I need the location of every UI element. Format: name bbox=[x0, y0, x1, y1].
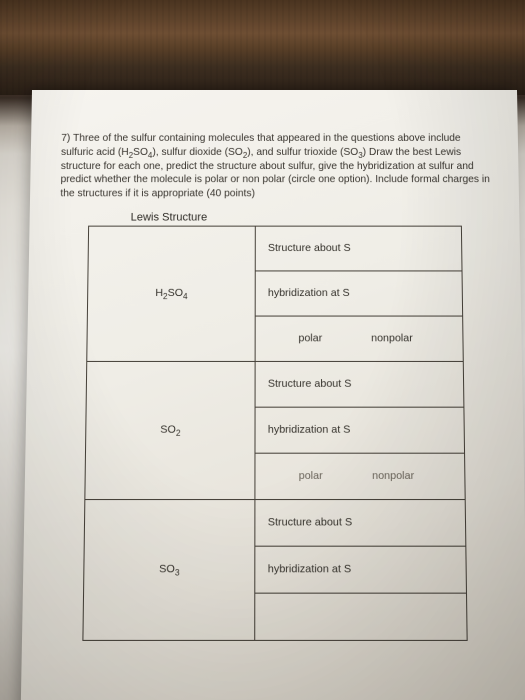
q-num: 7) bbox=[61, 133, 70, 144]
hybrid-cell: hybridization at S bbox=[255, 271, 462, 316]
lewis-cell-h2so4: H2SO4 bbox=[87, 226, 256, 361]
table-row: SO2 Structure about S bbox=[86, 361, 464, 407]
formula-part: H bbox=[155, 287, 163, 299]
hybrid-cell: hybridization at S bbox=[255, 546, 467, 593]
polar-option: polar bbox=[298, 332, 322, 344]
q-part-c: ), sulfur dioxide (SO bbox=[152, 147, 243, 158]
polar-cell: polar nonpolar bbox=[255, 316, 463, 361]
answer-table: H2SO4 Structure about S hybridization at… bbox=[82, 225, 467, 640]
polar-cell: polar nonpolar bbox=[255, 453, 465, 499]
lewis-structure-header: Lewis Structure bbox=[131, 211, 492, 223]
worksheet-paper: 7) Three of the sulfur containing molecu… bbox=[20, 90, 525, 700]
hybrid-cell: hybridization at S bbox=[255, 407, 465, 453]
formula-sub: 4 bbox=[183, 292, 188, 301]
polar-cell bbox=[255, 593, 467, 640]
structure-cell: Structure about S bbox=[255, 361, 464, 407]
formula-part: SO bbox=[168, 287, 183, 299]
polar-option: polar bbox=[299, 470, 323, 483]
table-row: H2SO4 Structure about S bbox=[88, 226, 462, 271]
desk-surface bbox=[0, 0, 525, 95]
formula-part: SO bbox=[159, 563, 175, 576]
formula-sub: 3 bbox=[175, 568, 180, 578]
lewis-cell-so3: SO3 bbox=[83, 499, 255, 640]
formula-sub: 2 bbox=[176, 429, 181, 438]
formula-part: SO bbox=[160, 424, 176, 437]
structure-cell: Structure about S bbox=[255, 226, 462, 271]
lewis-cell-so2: SO2 bbox=[85, 361, 255, 499]
q-part-b: SO bbox=[133, 147, 148, 158]
structure-cell: Structure about S bbox=[255, 499, 466, 546]
question-text: 7) Three of the sulfur containing molecu… bbox=[60, 132, 491, 201]
nonpolar-option: nonpolar bbox=[372, 470, 414, 483]
q-part-d: ), and sulfur trioxide (SO bbox=[247, 147, 358, 158]
nonpolar-option: nonpolar bbox=[371, 332, 413, 344]
table-row: SO3 Structure about S bbox=[84, 499, 466, 546]
